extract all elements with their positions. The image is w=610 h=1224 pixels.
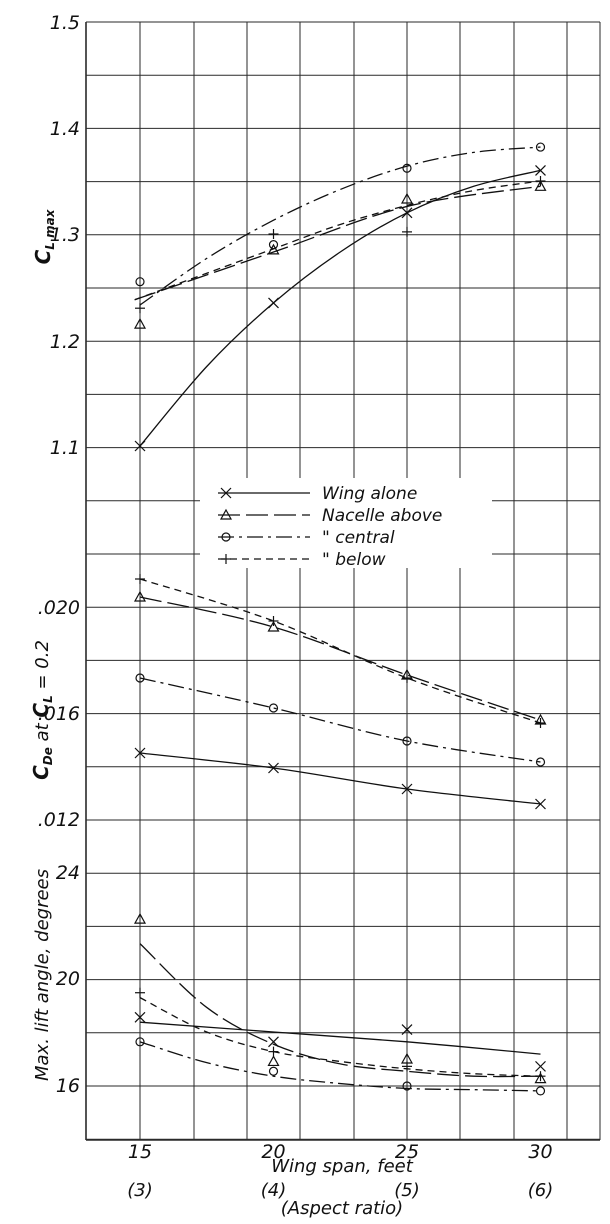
data-point-cde (402, 673, 412, 683)
data-point-clmax (267, 243, 280, 255)
legend-label: " central (322, 528, 395, 548)
series-curve-cde (139, 752, 541, 805)
y-tick-label-angle: 20 (56, 968, 80, 990)
x-tick-label: 15 (128, 1141, 152, 1163)
data-point-angle (535, 1071, 546, 1082)
data-point-clmax (135, 277, 145, 287)
y-tick-label-cde: .016 (38, 703, 80, 725)
data-point-cde (402, 736, 412, 746)
data-point-angle (268, 1036, 279, 1048)
legend-label: Wing alone (322, 484, 417, 504)
y-tick-label-angle: 16 (56, 1075, 80, 1097)
svg-text:CL max: CL max (31, 208, 57, 264)
data-point-cde (401, 783, 413, 795)
data-point-cde (535, 757, 546, 767)
legend-marker (220, 487, 232, 499)
x-tick-label: 30 (528, 1141, 552, 1163)
data-point-angle (268, 1046, 279, 1057)
data-point-cde (268, 762, 279, 774)
x-aspect-label: (4) (261, 1180, 287, 1201)
data-point-angle (534, 1072, 547, 1084)
series-curve-cde (139, 578, 541, 724)
legend-label: " below (322, 550, 386, 570)
legend-marker (219, 508, 233, 520)
data-point-clmax (268, 229, 279, 239)
x-tick-label: 20 (261, 1141, 285, 1163)
y-tick-label-clmax: 1.4 (50, 118, 80, 140)
series-curve-angle (139, 997, 541, 1077)
data-point-clmax (135, 303, 145, 314)
data-point-markers (133, 142, 547, 1096)
data-point-cde (268, 616, 279, 626)
data-point-clmax (401, 207, 413, 219)
data-point-clmax (535, 176, 546, 186)
series-curve-angle (139, 943, 541, 1078)
x-tick-label: 25 (395, 1141, 419, 1163)
y-tick-label-angle: 24 (56, 862, 80, 884)
data-point-cde (135, 673, 145, 683)
data-point-clmax (535, 164, 546, 176)
series-curve-clmax (139, 146, 541, 306)
series-curve-clmax (139, 169, 541, 447)
series-curve-cde (139, 677, 541, 763)
legend-marker (221, 532, 231, 542)
x-aspect-label: (6) (528, 1180, 554, 1201)
data-point-clmax (535, 142, 546, 152)
series-curve-angle (139, 1021, 541, 1055)
data-point-angle (133, 912, 147, 924)
data-point-angle (134, 1011, 146, 1023)
y-tick-label-cde: .020 (38, 597, 80, 619)
data-point-angle (535, 1060, 546, 1072)
y-tick-label-clmax: 1.1 (50, 437, 80, 459)
data-point-cde (267, 620, 280, 632)
series-curve-clmax (134, 185, 541, 301)
y-tick-label-clmax: 1.3 (50, 224, 80, 246)
y-axis-title-clmax: CL max (31, 208, 57, 264)
data-point-clmax (134, 440, 146, 452)
data-point-angle (267, 1055, 280, 1067)
data-point-cde (535, 798, 546, 810)
x-aspect-label: (3) (127, 1180, 153, 1201)
data-point-clmax (268, 297, 279, 309)
data-point-clmax (534, 180, 547, 191)
data-point-angle (401, 1024, 413, 1035)
x-axis-title: Wing span, feet (271, 1156, 414, 1177)
y-tick-label-clmax: 1.5 (50, 12, 80, 34)
data-point-cde (268, 703, 279, 713)
x-aspect-label: (5) (394, 1180, 420, 1201)
series-curve-angle (139, 1041, 541, 1092)
y-tick-labels: 1.1 1.2 1.3 1.4 1.5 .012 .016 .020 16 20 24 (38, 12, 80, 1097)
data-point-angle (402, 1061, 412, 1072)
data-point-clmax (402, 226, 412, 237)
data-point-clmax (133, 317, 147, 329)
data-point-angle (535, 1086, 546, 1096)
data-point-angle (268, 1066, 279, 1076)
y-axis-title-angle: Max. lift angle, degrees (32, 869, 53, 1081)
data-point-clmax (402, 163, 412, 173)
y-axis-title-cde: CDe at CL = 0.2 (29, 640, 55, 780)
data-point-clmax (400, 192, 414, 204)
data-point-cde (135, 574, 145, 584)
x-axis-subtitle: (Aspect ratio) (281, 1198, 403, 1219)
data-point-cde (133, 590, 147, 602)
series-curve-cde (139, 596, 541, 721)
data-point-angle (402, 1081, 412, 1091)
data-point-angle (135, 1037, 145, 1047)
legend-label: Nacelle above (322, 506, 442, 526)
data-point-angle (135, 987, 145, 998)
y-tick-label-cde: .012 (38, 809, 80, 831)
legend-marker (221, 554, 231, 564)
data-point-cde (535, 718, 546, 728)
data-point-clmax (268, 240, 279, 250)
svg-text:CDe at CL = 0.2: CDe at CL = 0.2 (29, 640, 55, 780)
series-curve-clmax (134, 180, 541, 301)
series-curves (134, 146, 541, 1092)
data-point-cde (134, 747, 146, 759)
y-tick-label-clmax: 1.2 (50, 331, 80, 353)
x-tick-labels: 15 (3) 20 (4) 25 (5) 30 (6) (127, 1141, 553, 1201)
